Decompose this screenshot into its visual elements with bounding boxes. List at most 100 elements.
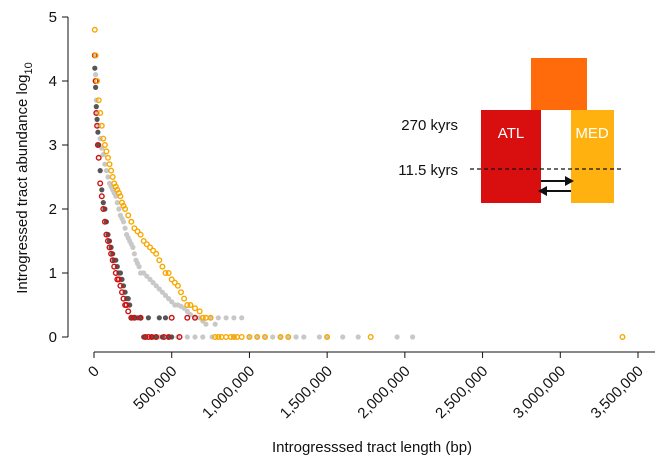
data-point-filled-light-grey [192,334,198,340]
data-point-filled-light-grey [184,308,190,314]
data-point-open-orange [109,173,116,180]
data-point-filled-light-grey [293,334,299,340]
y-tick-label: 1 [49,265,57,282]
data-point-filled-light-grey [316,334,322,340]
data-point-open-orange [184,302,191,309]
data-point-open-orange [134,228,141,235]
data-point-filled-dark-grey [93,84,99,90]
data-point-filled-light-grey [239,315,245,321]
data-point-filled-dark-grey [110,251,116,257]
data-point-open-red [184,314,191,321]
data-point-filled-dark-grey [92,65,98,71]
data-point-filled-light-grey [394,334,400,340]
x-tick-label: 0 [85,363,103,381]
data-point-open-red [191,314,198,321]
data-point-filled-dark-grey [100,200,106,206]
data-point-filled-light-grey [184,334,190,340]
data-point-open-red [106,244,113,251]
data-point-open-red [103,231,110,238]
data-point-open-red [137,314,144,321]
data-point-filled-light-grey [130,244,136,250]
data-point-filled-dark-grey [117,270,123,276]
data-point-open-red [168,314,175,321]
data-point-filled-light-grey [203,321,209,327]
population-history-inset: ATL MED 270 kyrs 11.5 kyrs [398,58,624,203]
data-point-open-red [98,193,105,200]
data-point-open-orange [108,167,115,174]
data-point-open-orange [91,26,98,33]
data-point-filled-light-grey [215,315,221,321]
data-point-open-orange [153,250,160,257]
data-point-filled-dark-grey [105,232,111,238]
data-point-filled-dark-grey [94,116,100,122]
atl-population-block [481,110,541,203]
data-point-filled-dark-grey [97,168,103,174]
data-point-filled-dark-grey [102,206,108,212]
data-point-filled-dark-grey [93,104,99,110]
data-point-open-orange [324,334,331,341]
data-point-open-orange [227,334,234,341]
data-point-open-red [115,276,122,283]
data-point-open-orange [233,334,240,341]
x-axis-title: Introgresssed tract length (bp) [272,439,472,456]
y-tick-label: 2 [49,201,57,218]
data-point-filled-light-grey [169,299,175,305]
data-point-open-orange [122,205,129,212]
x-tick-label: 500,000 [130,363,180,413]
data-point-open-red [142,334,149,341]
y-axis-title-main: Introgressed tract abundance log [14,74,31,293]
data-point-open-orange [238,334,245,341]
data-point-open-orange [97,109,104,116]
data-point-open-orange [125,212,132,219]
y-tick-label: 4 [49,73,57,90]
data-point-open-red [100,205,107,212]
med-population-block [571,110,614,203]
data-point-open-orange [207,314,214,321]
data-point-open-orange [140,237,147,244]
data-point-open-orange [128,218,135,225]
data-point-open-orange [95,97,102,104]
data-point-filled-light-grey [105,174,111,180]
data-point-filled-light-grey [231,315,237,321]
data-point-open-red [153,334,160,341]
data-point-open-orange [174,282,181,289]
annotation-270-kyrs: 270 kyrs [401,117,458,134]
data-point-open-orange [230,334,237,341]
data-point-filled-light-grey [103,168,109,174]
data-point-filled-light-grey [114,200,120,206]
data-point-filled-light-grey [150,280,156,286]
data-point-open-orange [103,148,110,155]
y-tick-label: 5 [49,9,57,26]
data-point-open-orange [162,270,169,277]
data-point-filled-dark-grey [95,129,101,135]
data-point-filled-dark-grey [156,315,162,321]
data-point-filled-light-grey [120,219,127,225]
atl-label: ATL [498,125,524,142]
data-point-filled-light-grey [212,321,218,327]
data-point-filled-light-grey [156,286,162,292]
data-point-open-red [111,263,118,270]
annotation-11-5-kyrs: 11.5 kyrs [398,162,458,179]
x-tick-label: 3,000,000 [510,363,569,422]
data-point-open-orange [223,334,230,341]
data-point-open-red [109,257,116,264]
data-point-open-orange [150,247,157,254]
data-point-filled-light-grey [116,206,122,212]
y-axis-title-subscript: 10 [23,62,35,74]
data-point-filled-light-grey [102,161,108,167]
x-tick-label: 2,500,000 [432,363,491,422]
data-point-filled-dark-grey [125,296,131,302]
data-point-open-red [104,237,111,244]
data-point-filled-light-grey [131,251,137,257]
data-point-open-orange [285,334,292,341]
data-point-filled-light-grey [159,289,165,295]
data-point-filled-dark-grey [108,244,114,250]
data-point-filled-light-grey [147,276,153,282]
data-point-filled-light-grey [141,270,147,276]
data-point-open-orange [262,334,269,341]
data-point-open-orange [137,231,144,238]
data-point-open-orange [212,334,219,341]
data-point-filled-dark-grey [106,238,113,244]
svg-text:Introgressed tract abundance l: Introgressed tract abundance log10 [14,62,35,294]
